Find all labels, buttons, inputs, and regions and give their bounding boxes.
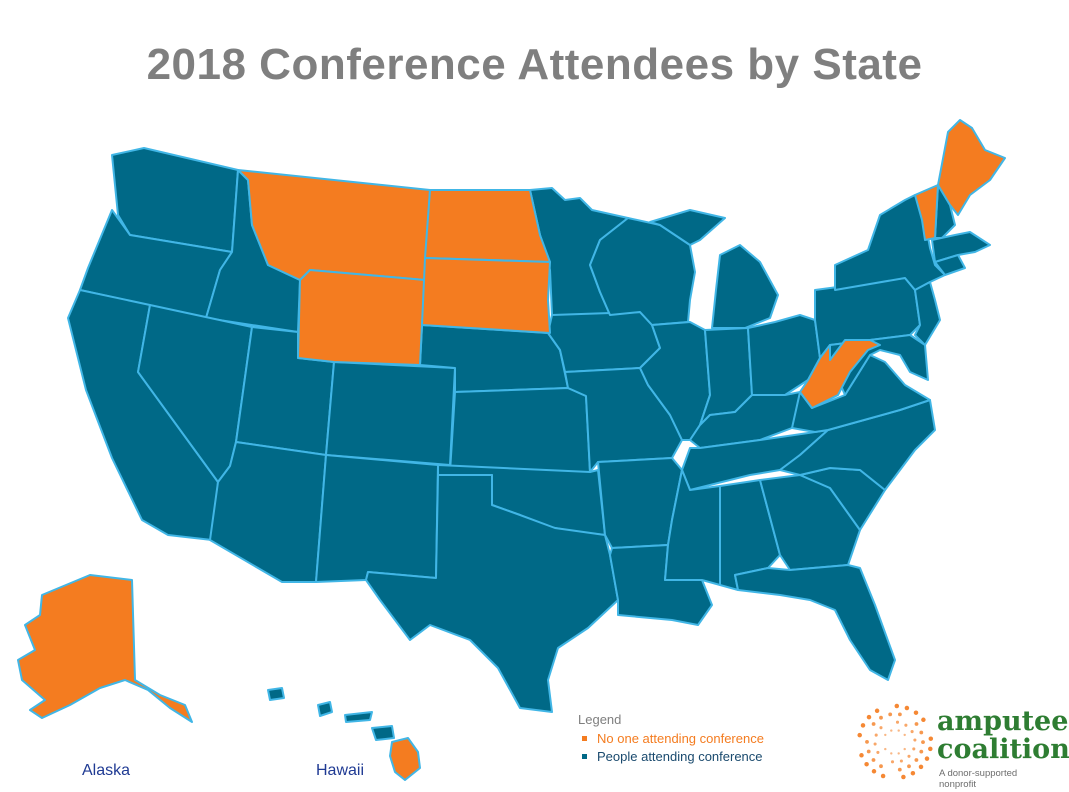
state-north-dakota [424,189,551,263]
state-texas [365,474,619,713]
state-michigan [649,209,779,329]
not-attending-states [17,119,1006,781]
state-connecticut [934,254,966,276]
state-kansas [449,387,591,473]
legend-item-not-attending: No one attending conference [578,729,764,747]
state-new-mexico [315,454,439,583]
state-hawaii-maui [371,725,395,741]
map-title: 2018 Conference Attendees by State [146,40,923,89]
state-new-york [834,194,946,291]
legend-swatch-orange [582,735,587,741]
state-hawaii-big-island [389,737,421,781]
legend-heading: Legend [578,712,622,727]
state-south-dakota [421,257,551,334]
state-new-jersey [914,281,941,346]
legend-swatch-teal [582,753,587,759]
state-florida [734,564,896,681]
state-iowa [547,311,661,373]
logo-text-line1: amputee [937,706,1069,737]
hawaii-label: Hawaii [316,762,365,779]
state-hawaii-kauai [267,687,285,701]
state-alaska [17,574,193,723]
state-west-virginia [799,339,881,409]
attending-states [67,147,991,741]
logo-tagline: A donor-supported nonprofit [939,768,1018,790]
logo-text-line2: coalition [937,734,1069,765]
state-colorado [325,361,456,466]
alaska-label: Alaska [82,762,131,779]
legend: Legend No one attending conference Peopl… [578,712,764,765]
state-illinois [639,321,711,441]
legend-item-attending: People attending conference [578,747,764,765]
state-maine [937,119,1006,216]
state-montana [237,169,431,281]
state-virginia [791,354,931,433]
state-north-carolina [779,399,936,491]
amputee-coalition-logo: amputee coalition A donor-supported nonp… [855,700,1069,790]
legend-label-not-attending: No one attending conference [597,730,764,746]
state-vermont [914,184,939,241]
state-wyoming [297,269,426,366]
state-hawaii-molokai [344,711,373,723]
legend-label-attending: People attending conference [597,748,763,764]
logo-dots-icon [857,703,934,780]
state-hawaii-oahu [317,701,333,717]
